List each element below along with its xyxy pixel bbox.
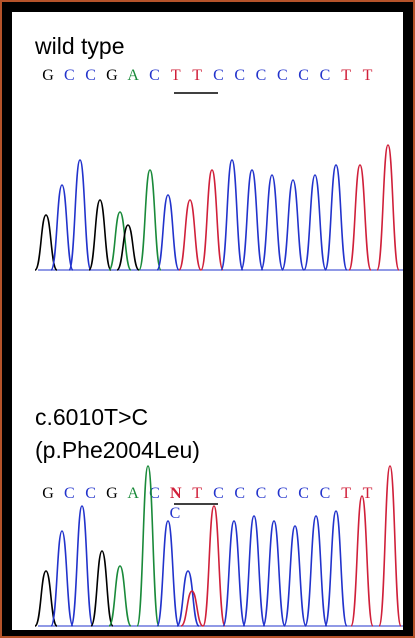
sequence-base: T bbox=[192, 67, 202, 84]
sequence-base: T bbox=[341, 485, 351, 502]
sequence-base: C bbox=[85, 67, 96, 84]
sequence-base: G bbox=[106, 67, 118, 84]
sequence-base: C bbox=[256, 67, 267, 84]
sequence-base: N bbox=[170, 485, 182, 502]
sequence-base: C bbox=[213, 67, 224, 84]
sequence-base: C bbox=[320, 485, 331, 502]
alt-base: C bbox=[170, 505, 181, 522]
panel-label: wild type bbox=[34, 33, 124, 59]
sequence-base: T bbox=[341, 67, 351, 84]
sequence-base: G bbox=[42, 485, 54, 502]
figure: wild type c.6010T>C (p.Phe2004Leu) C GCC… bbox=[0, 0, 415, 638]
page: {"panels": [ {"label_lines": ["wild type… bbox=[0, 0, 415, 638]
sequence-base: T bbox=[363, 67, 373, 84]
sequence-base: C bbox=[320, 67, 331, 84]
sequence-base: T bbox=[192, 485, 202, 502]
sequence-base: C bbox=[234, 485, 245, 502]
sequence-base: C bbox=[277, 485, 288, 502]
panel-label: c.6010T>C bbox=[35, 404, 148, 430]
sequence-base: C bbox=[298, 67, 309, 84]
sequence-base: C bbox=[64, 485, 75, 502]
sequence-base: C bbox=[298, 485, 309, 502]
sequence-base: C bbox=[213, 485, 224, 502]
canvas bbox=[12, 12, 403, 630]
sequence-base: A bbox=[127, 67, 139, 84]
sequence-base: C bbox=[234, 67, 245, 84]
sequence-base: G bbox=[106, 485, 118, 502]
sequence-base: C bbox=[149, 67, 160, 84]
sequence-base: C bbox=[277, 67, 288, 84]
sequence-base: C bbox=[64, 67, 75, 84]
sequence-base: C bbox=[256, 485, 267, 502]
sequence-base: G bbox=[42, 67, 54, 84]
sequence-base: T bbox=[171, 67, 181, 84]
panel-label: (p.Phe2004Leu) bbox=[35, 437, 200, 463]
sequence-base: C bbox=[85, 485, 96, 502]
sequence-base: T bbox=[363, 485, 373, 502]
sequence-base: A bbox=[127, 485, 139, 502]
